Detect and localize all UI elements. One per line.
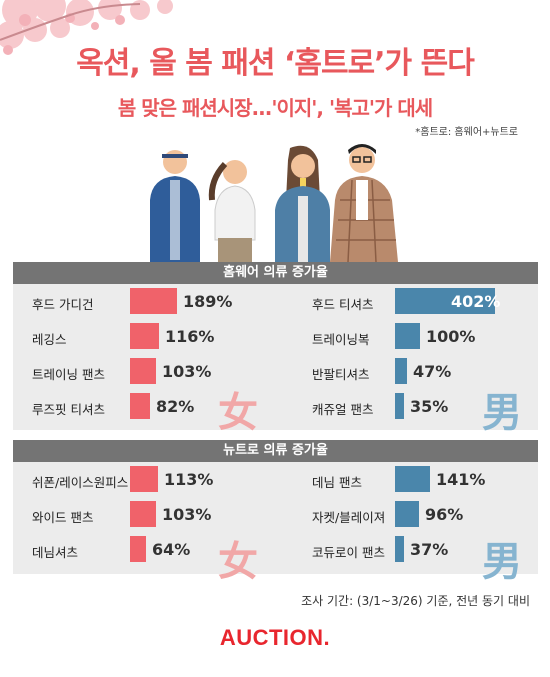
category-label: 반팔티셔츠	[312, 367, 370, 382]
bar	[395, 501, 419, 527]
female-symbol: 女	[218, 389, 258, 436]
category-label: 트레이닝복	[312, 332, 370, 347]
bar	[130, 393, 150, 419]
bar-value-label: 96%	[425, 505, 464, 524]
bar-value-label: 37%	[410, 540, 449, 559]
bar	[130, 466, 158, 492]
section-header-homewear: 홈웨어 의류 증가율	[13, 262, 538, 284]
category-label: 캐쥬얼 팬츠	[312, 402, 374, 417]
bar-value-label: 35%	[410, 397, 449, 416]
bar	[395, 393, 404, 419]
bar-value-label: 113%	[164, 470, 214, 489]
bar	[130, 501, 156, 527]
bar	[130, 536, 146, 562]
male-symbol: 男	[482, 538, 522, 585]
section-band-newtro	[13, 462, 538, 574]
bar	[130, 288, 177, 314]
people-illustration	[150, 144, 398, 262]
bar	[395, 358, 407, 384]
bar	[395, 466, 430, 492]
bar-value-label: 100%	[426, 327, 476, 346]
category-label: 데님셔츠	[32, 545, 79, 560]
page-subtitle: 봄 맞은 패션시장...'이지', '복고'가 대세	[117, 96, 433, 120]
female-symbol: 女	[218, 538, 258, 585]
footnote: *홈트로: 홈웨어+뉴트로	[415, 127, 518, 138]
bar	[395, 536, 404, 562]
bar-value-label: 189%	[183, 292, 233, 311]
bar	[130, 358, 156, 384]
category-label: 레깅스	[32, 332, 67, 347]
bar-value-label: 64%	[152, 540, 191, 559]
male-symbol: 男	[482, 389, 522, 436]
category-label: 루즈핏 티셔츠	[32, 402, 105, 417]
bar	[395, 323, 420, 349]
cherry-blossom-decoration	[0, 0, 173, 55]
category-label: 와이드 팬츠	[32, 510, 94, 525]
bar-value-label: 402%	[451, 292, 501, 311]
bar-value-label: 116%	[165, 327, 215, 346]
category-label: 자켓/블레이져	[312, 510, 386, 525]
bar	[130, 323, 159, 349]
category-label: 트레이닝 팬츠	[32, 367, 105, 382]
bar-value-label: 47%	[413, 362, 452, 381]
page-title: 옥션, 올 봄 패션 ‘홈트로’가 뜬다	[76, 46, 475, 81]
category-label: 후드 가디건	[32, 297, 94, 312]
category-label: 후드 티셔츠	[312, 297, 374, 312]
bar	[395, 288, 495, 314]
section-header-newtro: 뉴트로 의류 증가율	[13, 440, 538, 462]
survey-period: 조사 기간: (3/1~3/26) 기준, 전년 동기 대비	[301, 594, 530, 608]
category-label: 데님 팬츠	[312, 475, 362, 490]
bar-value-label: 103%	[162, 362, 212, 381]
auction-logo: AUCTION.	[219, 625, 331, 650]
category-label: 쉬폰/레이스원피스	[32, 475, 129, 490]
bar-value-label: 141%	[436, 470, 486, 489]
bar-value-label: 103%	[162, 505, 212, 524]
bar-value-label: 82%	[156, 397, 195, 416]
category-label: 코듀로이 팬츠	[312, 545, 385, 560]
